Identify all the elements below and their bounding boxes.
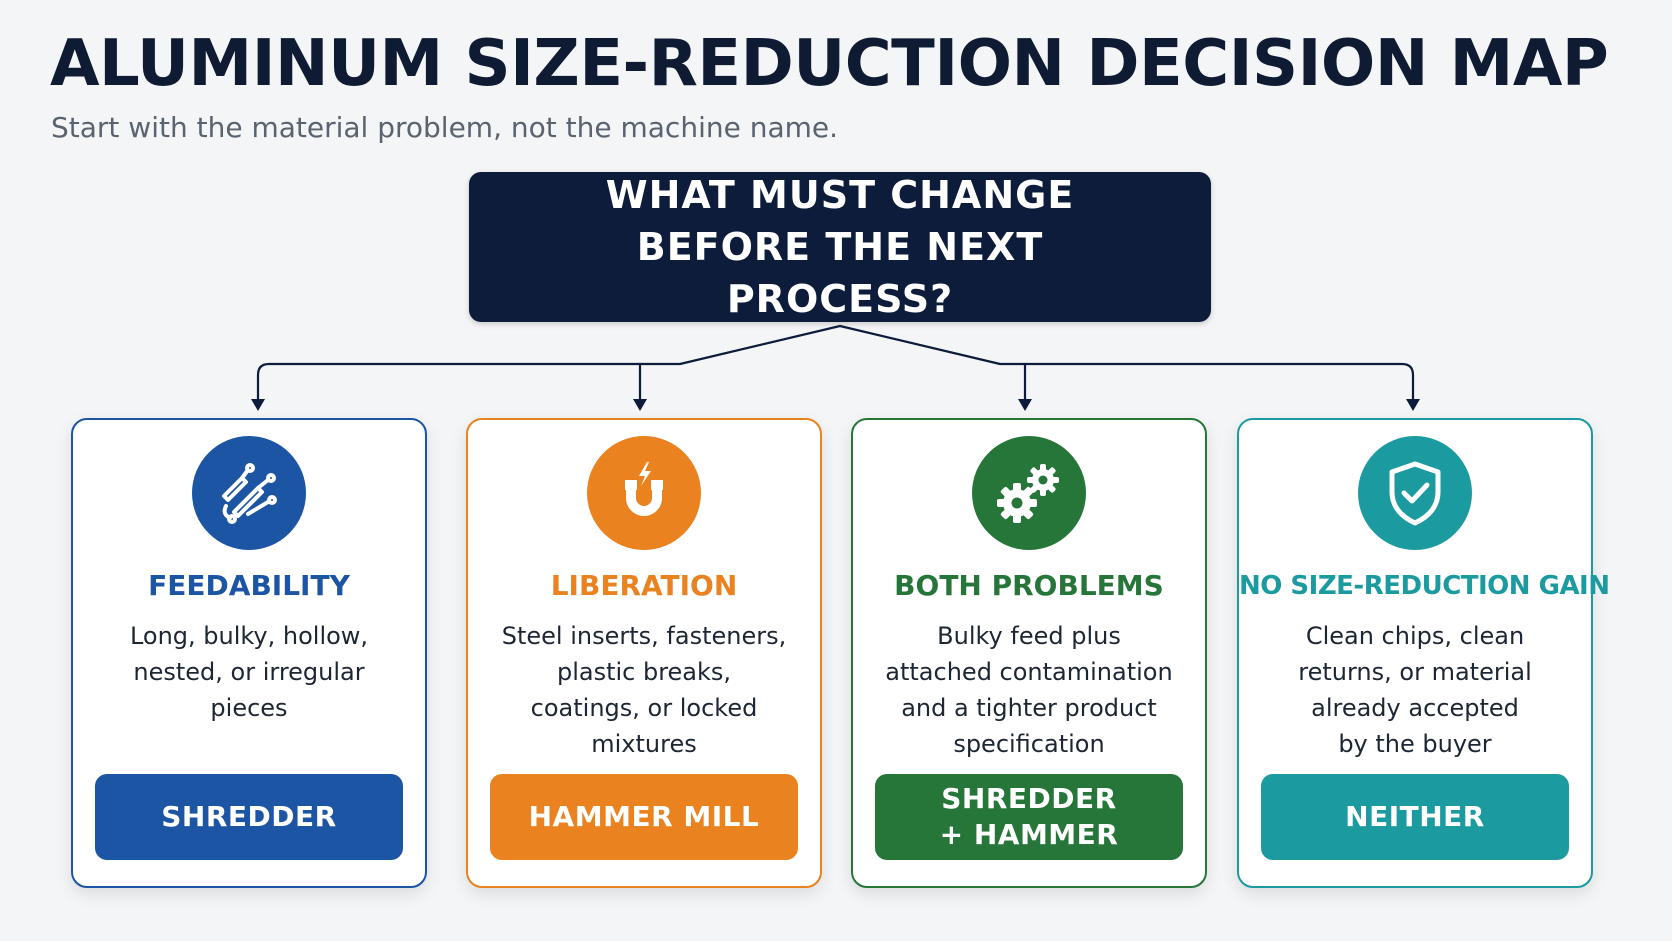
magnet-icon xyxy=(625,462,663,516)
connector-arrowhead-2 xyxy=(633,399,647,411)
neither-button[interactable]: NEITHER xyxy=(1261,774,1569,860)
connector-arrowhead-4 xyxy=(1406,399,1420,411)
shredder-button-label: SHREDDER xyxy=(161,800,337,833)
gears-icon xyxy=(997,464,1059,523)
card-description-both-problems: Bulky feed plus attached contamination a… xyxy=(885,622,1173,758)
card-both-problems: BOTH PROBLEMS Bulky feed plus attached c… xyxy=(851,418,1207,888)
shredder-hammer-button-label: SHREDDER + HAMMER xyxy=(939,782,1119,851)
hammer-mill-button-label: HAMMER MILL xyxy=(528,800,760,833)
badge-both-problems xyxy=(972,436,1086,550)
badge-feedability xyxy=(192,436,306,550)
card-no-size-reduction-gain: NO SIZE-REDUCTION GAIN Clean chips, clea… xyxy=(1237,418,1610,888)
card-feedability: FEEDABILITY Long, bulky, hollow, nested,… xyxy=(71,418,427,888)
question-text: WHAT MUST CHANGE BEFORE THE NEXT PROCESS… xyxy=(605,173,1075,321)
connector-arrowhead-1 xyxy=(251,399,265,411)
shield-check-icon xyxy=(1389,461,1441,526)
connector-arrowhead-3 xyxy=(1018,399,1032,411)
card-title-both-problems: BOTH PROBLEMS xyxy=(894,569,1164,602)
card-title-feedability: FEEDABILITY xyxy=(148,569,350,602)
shredder-hammer-button[interactable]: SHREDDER + HAMMER xyxy=(875,774,1183,860)
badge-no-size-reduction-gain xyxy=(1358,436,1472,550)
card-liberation: LIBERATION Steel inserts, fasteners, pla… xyxy=(466,418,822,888)
card-title-no-size-reduction-gain: NO SIZE-REDUCTION GAIN xyxy=(1239,571,1610,601)
page-subtitle: Start with the material problem, not the… xyxy=(51,111,839,144)
card-description-no-size-reduction-gain: Clean chips, clean returns, or material … xyxy=(1298,622,1532,758)
card-description-liberation: Steel inserts, fasteners, plastic breaks… xyxy=(501,622,787,758)
connector-line-3 xyxy=(838,324,1415,404)
badge-liberation xyxy=(587,436,701,550)
page-title: ALUMINUM SIZE-REDUCTION DECISION MAP xyxy=(50,27,1609,101)
connector-line-1 xyxy=(256,324,842,404)
shredder-button[interactable]: SHREDDER xyxy=(95,774,403,860)
hammer-mill-button[interactable]: HAMMER MILL xyxy=(490,774,798,860)
tangled-cables-icon xyxy=(222,463,277,524)
card-title-liberation: LIBERATION xyxy=(550,569,738,602)
question-node: WHAT MUST CHANGE BEFORE THE NEXT PROCESS… xyxy=(469,172,1211,322)
neither-button-label: NEITHER xyxy=(1345,800,1485,833)
card-description-feedability: Long, bulky, hollow, nested, or irregula… xyxy=(129,622,369,722)
